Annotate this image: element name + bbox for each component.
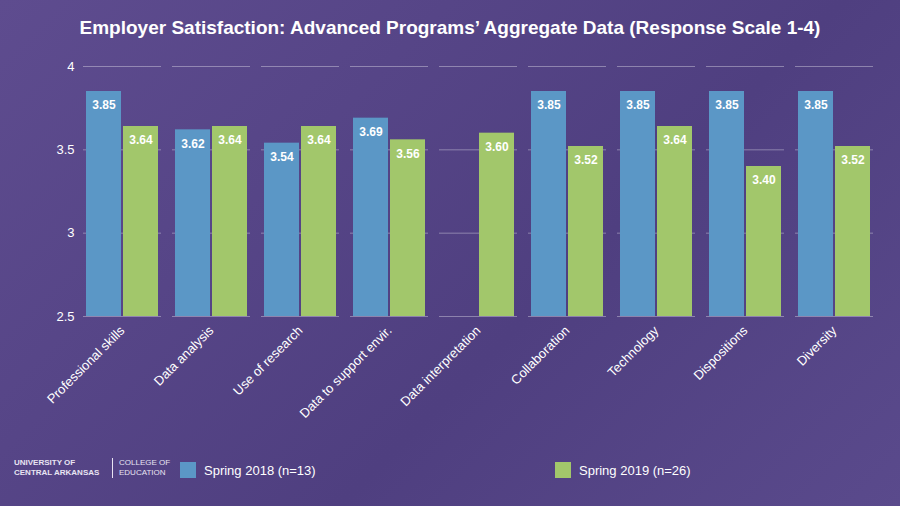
svg-text:Data analysis: Data analysis [151, 322, 217, 388]
svg-text:3.64: 3.64 [307, 133, 331, 147]
svg-text:Data to support envir.: Data to support envir. [297, 323, 395, 421]
svg-text:3.62: 3.62 [181, 137, 205, 151]
svg-text:Data interpretation: Data interpretation [397, 323, 483, 409]
svg-text:3: 3 [67, 225, 74, 240]
svg-text:2.5: 2.5 [56, 309, 74, 324]
html-text:Spring 2018 (n=13): Spring 2018 (n=13) [204, 462, 316, 478]
svg-text:3.60: 3.60 [485, 140, 509, 154]
html-text:Employer Satisfaction: Advance: Employer Satisfaction: Advanced Programs… [79, 17, 821, 38]
svg-text:3.69: 3.69 [359, 125, 383, 139]
svg-text:3.85: 3.85 [804, 98, 828, 112]
svg-text:3.64: 3.64 [129, 133, 153, 147]
svg-text:3.52: 3.52 [841, 153, 865, 167]
html-text:UNIVERSITY OF CENTRAL ARKANSAS: UNIVERSITY OF CENTRAL ARKANSAS [14, 458, 100, 477]
svg-text:4: 4 [67, 59, 74, 74]
svg-text:3.52: 3.52 [574, 153, 598, 167]
svg-text:3.85: 3.85 [537, 98, 561, 112]
svg-text:Collaboration: Collaboration [508, 323, 573, 388]
svg-text:3.40: 3.40 [752, 173, 776, 187]
svg-text:Diversity: Diversity [794, 322, 840, 368]
html-text:Spring 2019 (n=26): Spring 2019 (n=26) [579, 462, 691, 478]
svg-text:Dispositions: Dispositions [690, 322, 751, 383]
svg-text:3.64: 3.64 [663, 133, 687, 147]
svg-text:Professional skills: Professional skills [44, 322, 128, 406]
svg-text:3.54: 3.54 [270, 150, 294, 164]
svg-text:3.85: 3.85 [92, 98, 116, 112]
svg-text:Technology: Technology [604, 322, 661, 379]
svg-text:3.64: 3.64 [218, 133, 242, 147]
svg-text:3.5: 3.5 [56, 142, 74, 157]
svg-text:3.56: 3.56 [396, 147, 420, 161]
svg-text:Use of research: Use of research [230, 323, 305, 398]
svg-text:3.85: 3.85 [626, 98, 650, 112]
html-text:COLLEGE OF EDUCATION: COLLEGE OF EDUCATION [119, 458, 171, 477]
svg-text:3.85: 3.85 [715, 98, 739, 112]
